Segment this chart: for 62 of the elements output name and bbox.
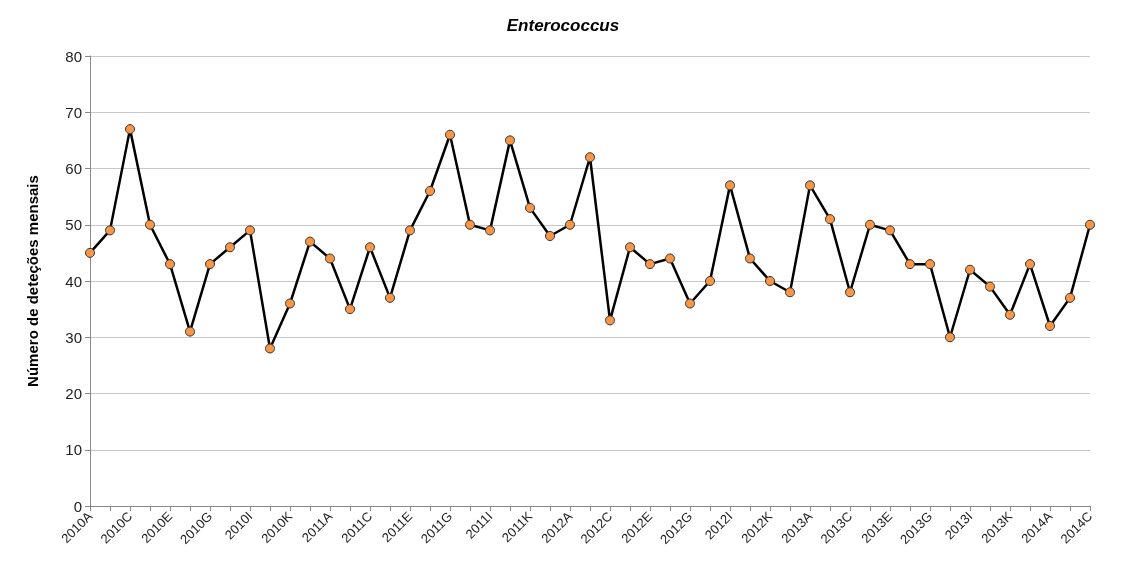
point	[385, 292, 395, 303]
point	[185, 326, 195, 337]
point	[305, 236, 315, 247]
point	[625, 242, 635, 253]
point	[985, 281, 995, 292]
point	[705, 276, 715, 286]
y-tick-label: 0	[73, 497, 82, 515]
point	[1045, 321, 1055, 331]
point	[405, 225, 415, 236]
point	[485, 225, 495, 236]
y-tick-label: 10	[65, 441, 82, 459]
chart-title: Enterococcus	[506, 16, 620, 35]
point	[265, 343, 275, 354]
point	[1005, 309, 1015, 320]
point	[425, 186, 435, 196]
point	[125, 124, 135, 135]
point	[325, 253, 335, 264]
point	[345, 304, 355, 315]
point	[525, 202, 535, 213]
point	[605, 315, 615, 326]
point	[905, 259, 915, 270]
point	[665, 253, 675, 264]
y-tick-label: 20	[65, 385, 82, 402]
point	[105, 225, 115, 236]
point	[285, 298, 295, 309]
point	[725, 180, 735, 191]
point	[225, 242, 235, 253]
point	[445, 129, 455, 140]
point	[925, 259, 935, 270]
point	[785, 287, 795, 298]
point	[165, 259, 175, 270]
point	[465, 219, 475, 230]
point	[505, 135, 515, 146]
point	[585, 152, 595, 163]
y-axis-title: Número de deteções mensais	[24, 175, 41, 387]
point	[805, 180, 815, 191]
point	[365, 242, 375, 253]
point	[945, 332, 955, 343]
point	[205, 259, 215, 270]
point	[545, 231, 555, 241]
y-tick-label: 80	[65, 47, 82, 65]
point	[85, 247, 95, 258]
y-tick-label: 30	[65, 328, 82, 346]
point	[1085, 219, 1095, 230]
point	[885, 225, 895, 236]
y-tick-label: 50	[65, 216, 82, 234]
y-tick-label: 40	[65, 272, 82, 290]
point	[745, 253, 755, 264]
point	[645, 259, 655, 270]
point	[1065, 292, 1075, 303]
y-tick-label: 70	[65, 103, 82, 121]
point	[1025, 259, 1035, 270]
point	[845, 287, 855, 298]
point	[145, 219, 155, 230]
point	[765, 276, 775, 286]
point	[865, 219, 875, 230]
y-tick-label: 60	[65, 160, 82, 177]
point	[245, 225, 255, 236]
point	[565, 219, 575, 230]
point	[825, 214, 835, 225]
point	[965, 264, 975, 275]
point	[685, 298, 695, 309]
